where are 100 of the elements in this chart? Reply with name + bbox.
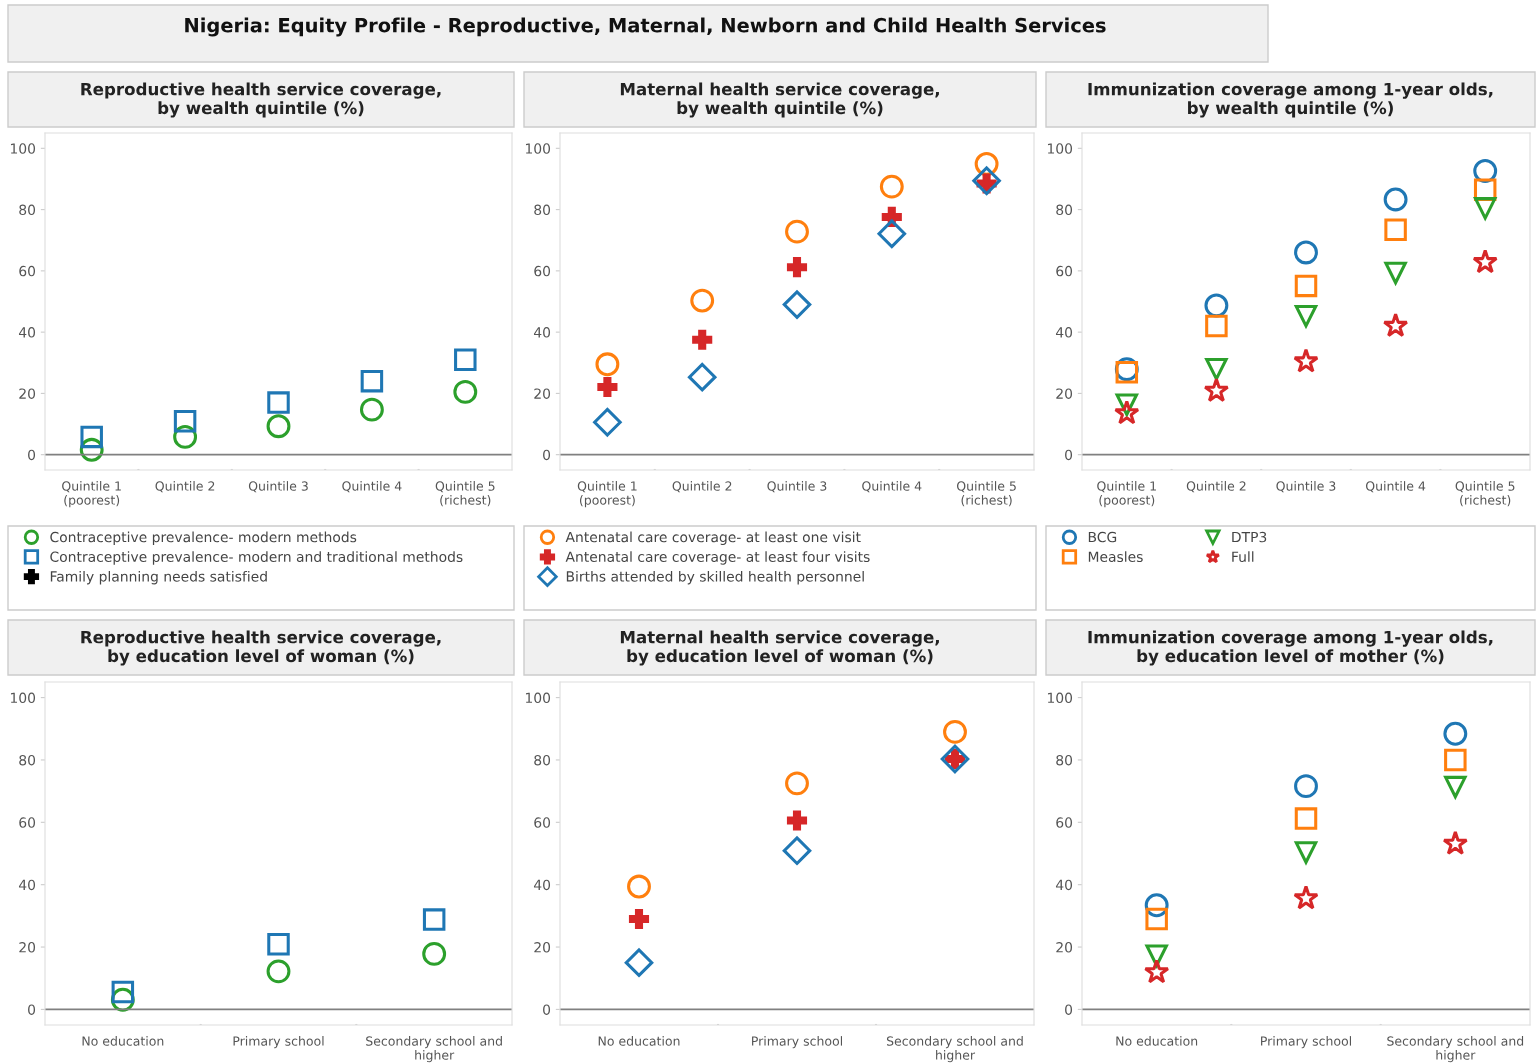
y-tick-label: 0 (28, 1004, 36, 1015)
point (1472, 248, 1498, 274)
point (593, 407, 622, 437)
x-tick-label: Quintile 5 (richest) (956, 481, 1016, 507)
y-tick-label: 60 (534, 265, 551, 277)
y-tick-label: 0 (543, 1004, 551, 1015)
y-tick-label: 40 (1055, 879, 1073, 891)
point (1443, 721, 1468, 746)
x-tick-label: Quintile 1 (poorest) (62, 481, 121, 508)
point (267, 932, 290, 956)
point (1442, 830, 1469, 855)
x-tick-label: No education (82, 1036, 164, 1046)
legend-label: Family planning needs satisfied (50, 570, 267, 585)
y-tick-label: 20 (534, 388, 551, 399)
point (267, 391, 290, 414)
x-tick-label: Quintile 5 (richest) (435, 481, 495, 507)
point (1383, 261, 1408, 287)
y-tick-label: 60 (19, 817, 36, 828)
point (1203, 377, 1230, 403)
y-tick-label: 0 (28, 449, 36, 461)
y-tick-label: 40 (1055, 327, 1073, 338)
point (785, 771, 809, 796)
point (786, 257, 808, 278)
point (1293, 885, 1319, 910)
point (692, 329, 713, 350)
y-tick-label: 80 (19, 754, 36, 766)
legend-label: Births attended by skilled health personnel (566, 570, 864, 585)
x-tick-label: Quintile 1 (poorest) (577, 481, 637, 508)
y-tick-label: 60 (534, 817, 551, 828)
y-tick-label: 80 (1056, 754, 1073, 766)
y-tick-label: 20 (1056, 942, 1073, 953)
point (1443, 775, 1468, 801)
point (1145, 907, 1168, 931)
x-tick-label: Primary school (752, 1036, 843, 1049)
y-tick-label: 20 (1056, 388, 1073, 399)
point (266, 414, 291, 439)
point (624, 948, 654, 977)
point (943, 719, 967, 744)
point (1205, 357, 1228, 381)
point (595, 352, 620, 377)
y-tick-label: 100 (10, 692, 36, 704)
y-tick-label: 100 (1047, 692, 1073, 704)
point (627, 874, 651, 899)
point (1293, 348, 1319, 373)
x-tick-label: No education (1116, 1036, 1198, 1046)
chart-title: Maternal health service coverage, by education level of woman (%) (620, 630, 939, 666)
y-tick-label: 100 (525, 692, 551, 704)
legend-label: BCG (1088, 531, 1117, 543)
y-tick-label: 80 (19, 204, 36, 216)
y-tick-label: 0 (1065, 449, 1073, 461)
y-tick-label: 40 (18, 879, 36, 891)
point (173, 410, 197, 433)
legend-label: Full (1232, 551, 1254, 562)
y-tick-label: 100 (525, 143, 551, 154)
y-tick-label: 100 (10, 143, 36, 154)
point (359, 397, 384, 422)
y-tick-label: 60 (19, 265, 36, 277)
x-tick-label: Quintile 4 (342, 481, 402, 493)
y-tick-label: 60 (1056, 817, 1073, 828)
x-tick-label: Quintile 3 (767, 481, 827, 493)
x-tick-label: Quintile 4 (1365, 481, 1426, 493)
x-tick-label: Quintile 2 (672, 481, 732, 493)
point (785, 219, 809, 244)
y-tick-label: 100 (1047, 143, 1073, 154)
point (1294, 304, 1318, 328)
y-tick-label: 80 (534, 204, 551, 216)
y-tick-label: 0 (543, 449, 551, 461)
point (1384, 218, 1407, 242)
x-tick-label: Primary school (233, 1036, 324, 1049)
point (782, 290, 812, 319)
point (453, 379, 478, 404)
point (360, 369, 384, 393)
point (972, 166, 1001, 196)
x-tick-label: Secondary school and higher (366, 1036, 502, 1063)
point (454, 348, 477, 371)
x-tick-label: Quintile 4 (862, 481, 922, 493)
point (1144, 893, 1169, 918)
point (877, 219, 907, 249)
point (1205, 314, 1228, 338)
point (597, 376, 618, 398)
y-tick-label: 60 (1056, 265, 1073, 277)
x-tick-label: Quintile 2 (1186, 481, 1246, 493)
point (422, 941, 447, 966)
x-tick-label: Quintile 1 (poorest) (1097, 481, 1156, 508)
y-tick-label: 40 (533, 327, 551, 338)
y-tick-label: 80 (1056, 204, 1073, 216)
x-tick-label: Quintile 2 (155, 481, 215, 493)
point (782, 836, 812, 865)
legend-label: Contraceptive prevalence- modern methods (50, 531, 357, 545)
x-tick-label: No education (598, 1036, 680, 1046)
text: Nigeria: Equity Profile - Reproductive, Maternal, Newborn and Child Health Services (185, 17, 1106, 37)
point (1114, 399, 1140, 425)
x-tick-label: Secondary school and higher (886, 1036, 1023, 1063)
y-tick-label: 40 (18, 327, 36, 338)
point (690, 288, 715, 313)
x-tick-label: Quintile 3 (248, 481, 308, 493)
y-tick-label: 20 (19, 388, 36, 399)
y-tick-label: 0 (1065, 1004, 1073, 1015)
legend-label: Measles (1088, 551, 1143, 562)
point (1143, 958, 1170, 984)
